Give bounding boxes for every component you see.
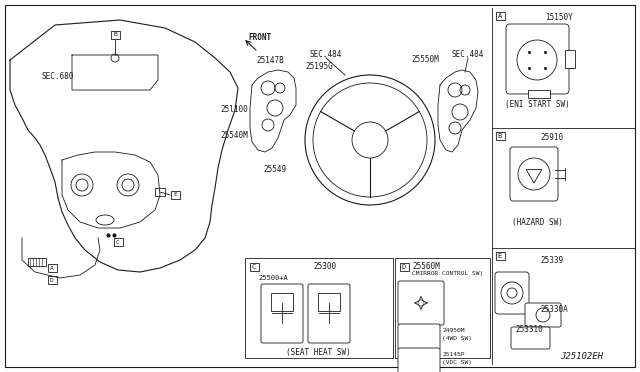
- Text: 25195G: 25195G: [305, 62, 333, 71]
- Bar: [495, 12, 504, 20]
- Text: A: A: [498, 13, 502, 19]
- Text: A: A: [50, 266, 54, 270]
- Text: C: C: [252, 264, 256, 270]
- Bar: [250, 263, 259, 271]
- Bar: [318, 293, 340, 311]
- Text: 25339: 25339: [540, 256, 563, 265]
- Circle shape: [71, 174, 93, 196]
- Bar: [47, 276, 56, 284]
- Circle shape: [305, 75, 435, 205]
- Bar: [528, 90, 550, 98]
- Bar: [399, 263, 408, 271]
- Text: 25550M: 25550M: [411, 55, 439, 64]
- Text: 25147B: 25147B: [256, 56, 284, 65]
- Text: E: E: [173, 192, 177, 198]
- Circle shape: [117, 174, 139, 196]
- Text: 25145P: 25145P: [442, 352, 465, 357]
- FancyBboxPatch shape: [261, 284, 303, 343]
- Circle shape: [501, 282, 523, 304]
- FancyBboxPatch shape: [398, 324, 440, 350]
- Bar: [245, 258, 393, 358]
- Text: J25102EH: J25102EH: [561, 352, 604, 361]
- Text: E: E: [498, 253, 502, 259]
- FancyBboxPatch shape: [495, 272, 529, 314]
- Circle shape: [111, 54, 119, 62]
- FancyBboxPatch shape: [308, 284, 350, 343]
- Text: (4WD SW): (4WD SW): [442, 336, 472, 341]
- Text: C: C: [116, 240, 120, 244]
- Text: 24950M: 24950M: [442, 328, 465, 333]
- FancyBboxPatch shape: [398, 281, 444, 325]
- Text: 25330A: 25330A: [540, 305, 568, 314]
- Circle shape: [536, 308, 550, 322]
- Text: (VDC SW): (VDC SW): [442, 360, 472, 365]
- Text: 25500+A: 25500+A: [258, 275, 288, 281]
- Bar: [495, 252, 504, 260]
- Circle shape: [518, 158, 550, 190]
- Bar: [155, 188, 165, 196]
- FancyBboxPatch shape: [510, 147, 558, 201]
- Bar: [111, 31, 120, 39]
- Text: 25300: 25300: [314, 262, 337, 271]
- Text: B: B: [113, 32, 117, 38]
- Bar: [47, 264, 56, 272]
- Text: SEC.484: SEC.484: [452, 50, 484, 59]
- Bar: [170, 191, 179, 199]
- Bar: [113, 238, 122, 246]
- Bar: [395, 258, 490, 358]
- Text: 25549: 25549: [264, 165, 287, 174]
- Circle shape: [352, 122, 388, 158]
- Text: 25l100: 25l100: [220, 106, 248, 115]
- Text: 25540M: 25540M: [220, 131, 248, 140]
- Text: SEC.680: SEC.680: [42, 72, 74, 81]
- Text: B: B: [498, 133, 502, 139]
- FancyBboxPatch shape: [511, 327, 550, 349]
- Bar: [565, 50, 575, 68]
- FancyBboxPatch shape: [398, 348, 440, 372]
- Text: FRONT: FRONT: [248, 33, 271, 42]
- Bar: [495, 132, 504, 140]
- Text: (HAZARD SW): (HAZARD SW): [511, 218, 563, 227]
- Text: D: D: [402, 264, 406, 270]
- Text: 15150Y: 15150Y: [545, 13, 573, 22]
- Text: SEC.484: SEC.484: [310, 50, 342, 59]
- Text: CMIRROR CONTROL SW): CMIRROR CONTROL SW): [412, 271, 483, 276]
- Text: 253310: 253310: [515, 325, 543, 334]
- Text: (SEAT HEAT SW): (SEAT HEAT SW): [285, 348, 350, 357]
- Circle shape: [517, 40, 557, 80]
- Bar: [28, 258, 46, 266]
- FancyBboxPatch shape: [506, 24, 569, 94]
- Ellipse shape: [96, 215, 114, 225]
- Text: (ENI START SW): (ENI START SW): [504, 100, 570, 109]
- Text: 25560M: 25560M: [412, 262, 440, 271]
- Text: 25910: 25910: [540, 133, 563, 142]
- Text: D: D: [50, 278, 54, 282]
- Bar: [271, 293, 293, 311]
- FancyBboxPatch shape: [525, 303, 561, 327]
